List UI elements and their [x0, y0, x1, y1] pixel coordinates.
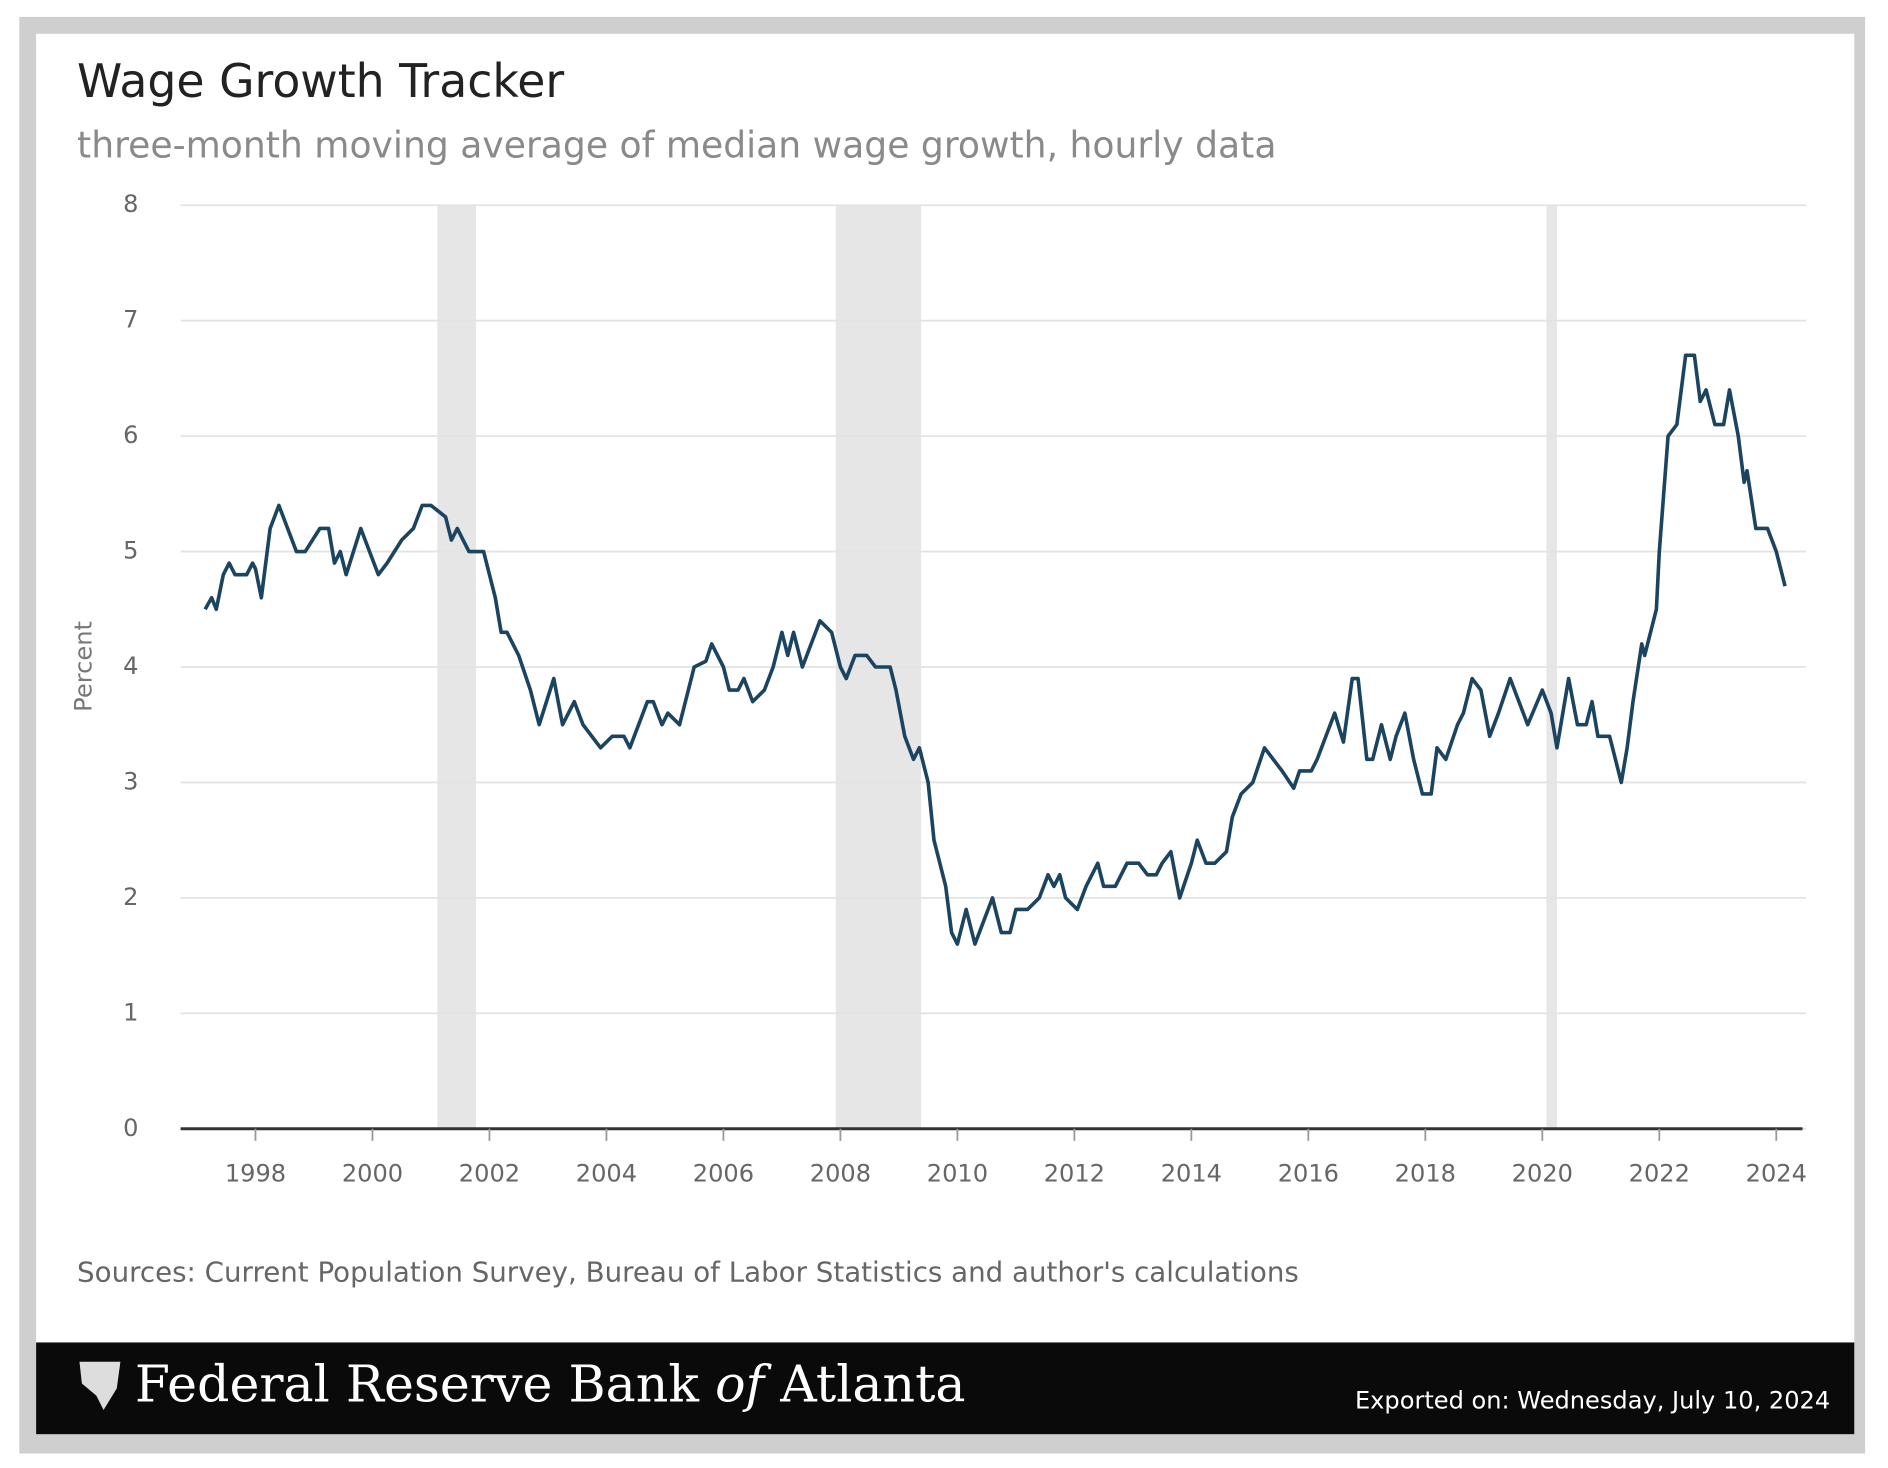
- x-tick-label: 2024: [1746, 1160, 1807, 1188]
- y-tick-label: 5: [123, 537, 138, 565]
- x-tick-label: 2002: [459, 1160, 520, 1188]
- footer-brand: Federal Reserve Bank of Atlanta: [135, 1354, 966, 1413]
- chart-subtitle: three-month moving average of median wag…: [77, 123, 1276, 166]
- data-line: [203, 353, 1787, 946]
- y-axis-label: Percent: [69, 621, 97, 712]
- chart-title: Wage Growth Tracker: [77, 54, 564, 108]
- x-tick-label: 2006: [693, 1160, 754, 1188]
- y-tick-label: 6: [123, 421, 138, 449]
- brand-part: Federal Reserve Bank: [135, 1354, 700, 1413]
- x-tick-label: 2020: [1512, 1160, 1573, 1188]
- x-tick-label: 2012: [1044, 1160, 1105, 1188]
- x-tick-label: 2008: [810, 1160, 871, 1188]
- y-tick-label: 4: [123, 652, 138, 680]
- y-tick-label: 3: [123, 767, 138, 795]
- x-tick-label: 2014: [1161, 1160, 1222, 1188]
- plot-area: 0 1 2 3 4 5 6 7 8 1998 2000 2002 2004 2006 2008 2010 201…: [123, 190, 1807, 1187]
- brand-part: of: [715, 1354, 772, 1413]
- export-date: Exported on: Wednesday, July 10, 2024: [1355, 1387, 1830, 1415]
- y-tick-label: 7: [123, 306, 138, 334]
- footer-bar: [36, 1342, 1855, 1435]
- x-tick-label: 2018: [1395, 1160, 1456, 1188]
- x-tick-label: 2004: [576, 1160, 637, 1188]
- x-tick-label: 2010: [927, 1160, 988, 1188]
- logo-icon: [79, 1361, 121, 1411]
- x-tick-label: 2022: [1629, 1160, 1690, 1188]
- x-tick-label: 2016: [1278, 1160, 1339, 1188]
- source-note: Sources: Current Population Survey, Bure…: [77, 1256, 1299, 1289]
- brand-part: Atlanta: [779, 1354, 965, 1413]
- y-tick-label: 8: [123, 190, 138, 218]
- y-tick-label: 0: [123, 1114, 138, 1142]
- y-tick-label: 1: [123, 998, 138, 1026]
- x-tick-label: 1998: [225, 1160, 286, 1188]
- card: [36, 33, 1855, 1435]
- x-tick-label: 2000: [342, 1160, 403, 1188]
- y-tick-label: 2: [123, 883, 138, 911]
